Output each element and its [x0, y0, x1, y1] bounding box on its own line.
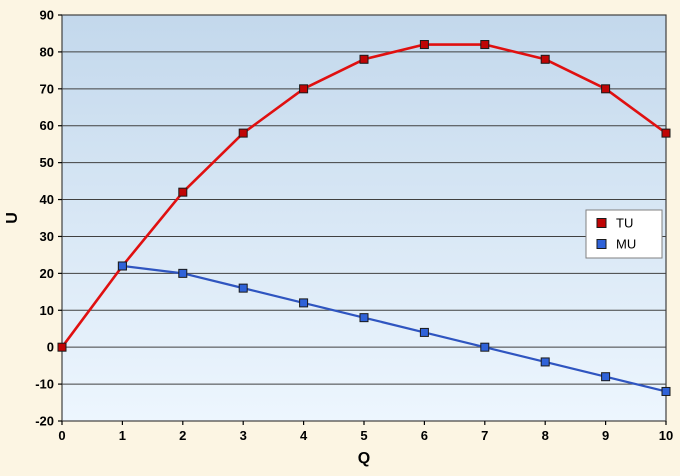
y-tick-label: 80 — [40, 44, 54, 59]
y-axis-title: U — [4, 212, 21, 224]
tu-marker — [359, 54, 369, 64]
tu-marker — [238, 128, 248, 138]
x-tick-label: 8 — [542, 428, 549, 443]
y-tick-label: 70 — [40, 81, 54, 96]
tu-marker — [57, 342, 67, 352]
tu-marker — [601, 84, 611, 94]
mu-marker — [238, 283, 248, 293]
y-tick-label: 20 — [40, 266, 54, 281]
tick-labels: -20 -10 0 10 20 30 40 50 60 70 80 90 0 1 2 3 4 5 6 7 8 9 10 — [35, 8, 673, 444]
x-tick-label: 4 — [300, 428, 308, 443]
x-tick-label: 2 — [179, 428, 186, 443]
mu-marker — [540, 357, 550, 367]
mu-marker — [117, 261, 127, 271]
y-tick-label: 30 — [40, 229, 54, 244]
series-layer — [57, 40, 671, 396]
x-tick-label: 1 — [119, 428, 126, 443]
legend-swatch-tu — [596, 218, 607, 228]
mu-marker — [601, 372, 611, 382]
tu-marker — [480, 40, 490, 50]
axes — [58, 14, 667, 425]
tu-marker — [540, 54, 550, 64]
y-tick-label: 50 — [40, 155, 54, 170]
y-tick-label: -10 — [35, 377, 54, 392]
x-tick-label: 10 — [659, 428, 673, 443]
y-tick-label: 0 — [47, 340, 54, 355]
mu-marker — [661, 386, 671, 396]
tu-marker — [661, 128, 671, 138]
tu-marker — [419, 40, 429, 50]
x-tick-label: 5 — [360, 428, 367, 443]
y-tick-label: 90 — [40, 8, 54, 23]
mu-marker — [359, 313, 369, 323]
legend-label-mu: MU — [616, 237, 636, 252]
mu-marker — [480, 342, 490, 352]
mu-marker — [178, 268, 188, 278]
y-tick-label: -20 — [35, 414, 54, 429]
legend-swatch-mu — [596, 239, 607, 249]
gridlines — [62, 14, 666, 422]
mu-marker — [299, 298, 309, 308]
legend-label-tu: TU — [616, 216, 633, 231]
mu-line — [122, 264, 667, 393]
plot-area — [62, 15, 666, 421]
x-tick-label: 6 — [421, 428, 428, 443]
x-tick-label: 9 — [602, 428, 609, 443]
mu-marker — [419, 327, 429, 337]
tu-marker — [299, 84, 309, 94]
y-tick-label: 10 — [40, 303, 54, 318]
x-tick-label: 7 — [481, 428, 488, 443]
x-tick-label: 3 — [240, 428, 247, 443]
x-tick-label: 0 — [58, 428, 65, 443]
tu-marker — [178, 187, 188, 197]
y-tick-label: 60 — [40, 118, 54, 133]
y-tick-label: 40 — [40, 192, 54, 207]
legend: TU MU — [585, 209, 663, 259]
x-axis-title: Q — [358, 450, 370, 467]
